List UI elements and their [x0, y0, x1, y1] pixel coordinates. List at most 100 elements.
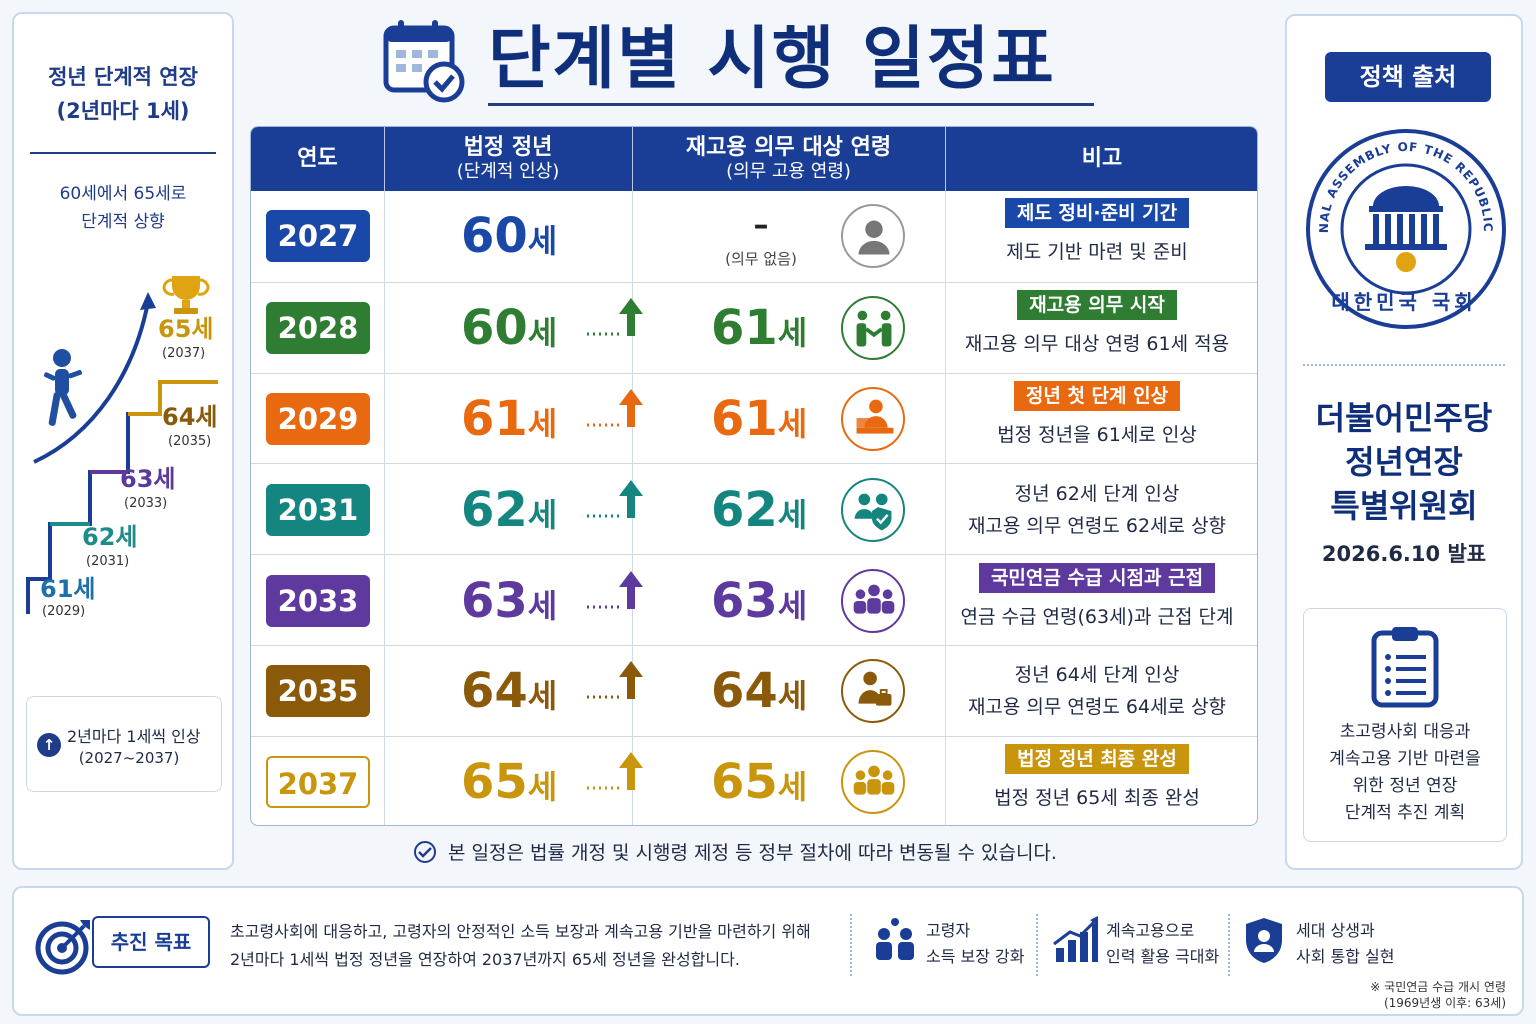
elderly-people-icon	[876, 918, 914, 960]
legal-age: 60세	[461, 208, 558, 265]
disclaimer-text: 본 일정은 법률 개정 및 시행령 제정 등 정부 절차에 따라 변동될 수 있…	[448, 842, 1057, 864]
table-row: 2029 61세 61세 정년 첫 단계 인상 법정 정년을 61세로 인상	[251, 372, 1257, 464]
no-duty: – (의무 없음)	[725, 208, 797, 269]
increase-arrow-icon	[587, 661, 643, 700]
check-circle-icon	[414, 840, 436, 863]
increase-arrow-icon	[587, 752, 643, 791]
schedule-table: 연도 법정 정년 (단계적 인상) 재고용 의무 대상 연령 (의무 고용 연령…	[250, 126, 1258, 826]
divider	[1303, 364, 1505, 366]
header-year: 연도	[297, 146, 338, 171]
year-badge: 2035	[266, 665, 370, 718]
note-badge: 법정 정년 최종 완성	[946, 744, 1248, 775]
target-icon	[35, 920, 90, 975]
footnote-line-1: ※ 국민연금 수급 개시 연령	[1370, 980, 1506, 994]
trophy-icon	[162, 276, 210, 314]
goal-text-line-2: 2년마다 1세씩 법정 정년을 연장하여 2037년까지 65세 정년을 완성합…	[230, 950, 740, 969]
title-underline	[488, 103, 1094, 106]
goal-text-line-1: 초고령사회에 대응하고, 고령자의 안정적인 소득 보장과 계속고용 기반을 마…	[230, 922, 811, 941]
legal-age: 64세	[461, 663, 558, 720]
policy-source-badge: 정책 출처	[1325, 52, 1491, 102]
rehire-age: 61세	[711, 300, 808, 357]
year-badge: 2033	[266, 574, 370, 627]
rehire-age: 62세	[711, 481, 808, 538]
note-badge: 국민연금 수급 시점과 근접	[946, 562, 1248, 593]
feature-line-1: 세대 상생과	[1296, 921, 1375, 940]
step-label-61: 61세	[40, 575, 96, 603]
year-badge: 2037	[266, 756, 370, 809]
announcement-date: 2026.6.10 발표	[1321, 542, 1487, 566]
growth-chart-icon	[1053, 916, 1098, 962]
left-note-text: 2년마다 1세씩 인상	[67, 727, 201, 746]
step-label-65: 65세	[158, 315, 214, 343]
person-icon	[841, 204, 905, 269]
note-text: 재고용 의무 대상 연령 61세 적용	[964, 333, 1230, 356]
left-panel: 정년 단계적 연장 (2년마다 1세) 60세에서 65세로 단계적 상향	[12, 12, 234, 870]
feature-line-1: 계속고용으로	[1106, 921, 1195, 940]
year-badge: 2028	[266, 302, 370, 355]
year-badge: 2031	[266, 483, 370, 536]
year-badge: 2029	[266, 392, 370, 445]
rehire-age: 65세	[711, 754, 808, 811]
office-worker-icon	[841, 386, 905, 451]
divider	[30, 152, 216, 154]
left-panel-subtitle: 60세에서 65세로	[59, 184, 187, 204]
step-year-2029: (2029)	[42, 604, 86, 619]
table-row: 2028 60세 61세 재고용 의무 시작 재고용 의무 대상 연령 61세 적용	[251, 281, 1257, 373]
note-text: 제도 기반 마련 및 준비	[1006, 241, 1188, 264]
table-row: 2037 65세 65세 법정 정년 최종 완성 법정 정년 65세 최종 완성	[251, 735, 1257, 825]
legal-age: 61세	[461, 390, 558, 447]
step-label-63: 63세	[120, 465, 176, 493]
committee-line-1: 정년연장	[1345, 443, 1463, 481]
seal-name: 대한민국 국회	[1331, 290, 1477, 314]
staircase-illustration	[26, 276, 218, 614]
table-header: 연도 법정 정년 (단계적 인상) 재고용 의무 대상 연령 (의무 고용 연령…	[251, 127, 1257, 191]
note-badge: 제도 정비·준비 기간	[946, 198, 1248, 229]
header-rehire-age: 재고용 의무 대상 연령 (의무 고용 연령)	[685, 135, 892, 182]
left-panel-title: 정년 단계적 연장	[48, 65, 198, 89]
table-row: 2031 62세 62세 정년 62세 단계 인상 재고용 의무 연령도 62세로 상…	[251, 463, 1257, 554]
increase-arrow-icon	[587, 298, 643, 337]
national-assembly-seal-icon: THE NATIONAL ASSEMBLY OF THE REPUBLIC OF…	[1303, 126, 1506, 329]
header-note: 비고	[1081, 146, 1123, 171]
rehire-age: 63세	[711, 572, 808, 629]
growth-arrow	[33, 301, 150, 464]
feature-line-2: 사회 통합 실현	[1296, 947, 1395, 966]
note-badge: 정년 첫 단계 인상	[946, 380, 1248, 411]
bottom-goal-panel: 추진 목표 초고령사회에 대응하고, 고령자의 안정적인 소득 보장과 계속고용…	[12, 886, 1524, 1016]
clipboard-icon	[1371, 627, 1439, 708]
disclaimer: 본 일정은 법률 개정 및 시행령 제정 등 정부 절차에 따라 변동될 수 있…	[414, 840, 1057, 866]
left-panel-subtitle-2: 단계적 상향	[81, 212, 165, 232]
left-panel-title-sub: (2년마다 1세)	[56, 99, 190, 123]
footnote-line-2: (1969년생 이후: 63세)	[1383, 996, 1506, 1010]
feature-line-2: 인력 활용 극대화	[1106, 947, 1220, 966]
legal-age: 62세	[461, 481, 558, 538]
left-note-box: ↑ 2년마다 1세씩 인상 (2027~2037)	[26, 696, 222, 792]
climbing-person-icon	[43, 349, 82, 426]
step-year-2033: (2033)	[124, 496, 168, 511]
group-icon	[841, 568, 905, 633]
year-badge: 2027	[266, 210, 370, 263]
note-text: 연금 수급 연령(63세)과 근접 단계	[960, 605, 1234, 628]
note-text: 정년 64세 단계 인상	[1014, 664, 1180, 687]
shield-person-icon	[1246, 918, 1282, 963]
step-year-2035: (2035)	[168, 434, 212, 449]
note-text: 법정 정년을 61세로 인상	[997, 423, 1197, 446]
header-legal-age: 법정 정년 (단계적 인상)	[456, 135, 560, 182]
feature-line-1: 고령자	[926, 921, 971, 940]
table-row: 2035 64세 64세 정년 64세 단계 인상 재고용 의무 연령도 64세로 상…	[251, 645, 1257, 736]
plan-summary-line: 초고령사회 대응과	[1339, 722, 1471, 742]
step-label-64: 64세	[162, 403, 218, 431]
committee-line-2: 특별위원회	[1330, 487, 1478, 525]
feature-line-2: 소득 보장 강화	[926, 947, 1025, 966]
step-label-62: 62세	[82, 523, 138, 551]
increase-arrow-icon	[587, 388, 643, 427]
worker-briefcase-icon	[841, 659, 905, 724]
increase-arrow-icon	[587, 570, 643, 609]
plan-summary-line: 계속고용 기반 마련을	[1329, 749, 1481, 769]
legal-age: 65세	[461, 754, 558, 811]
right-panel: 정책 출처 THE NATIONAL ASSEMBLY OF THE REPUB…	[1285, 14, 1523, 870]
handshake-icon	[841, 296, 905, 361]
left-note-range: (2027~2037)	[78, 749, 180, 767]
note-badge: 재고용 의무 시작	[946, 290, 1248, 321]
shield-people-icon	[841, 477, 905, 542]
